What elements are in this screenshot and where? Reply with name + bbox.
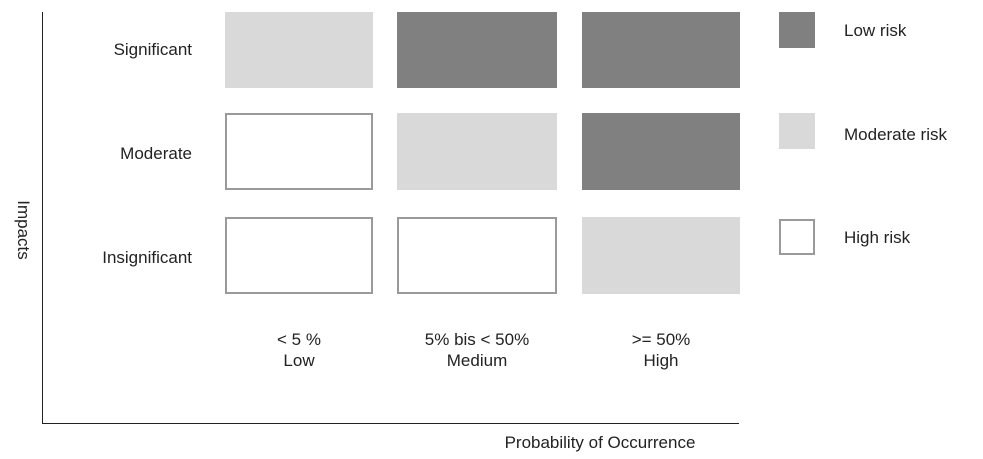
legend-swatch-low-risk	[779, 12, 815, 48]
cell-moderate-high	[582, 113, 740, 190]
legend-label-moderate-risk: Moderate risk	[844, 125, 947, 144]
column-label-high: >= 50% High	[586, 329, 736, 371]
column-label-low-name: Low	[283, 351, 315, 370]
row-label-moderate: Moderate	[120, 144, 192, 163]
column-label-medium: 5% bis < 50% Medium	[402, 329, 552, 371]
column-label-high-name: High	[643, 351, 679, 370]
legend-label-high-risk: High risk	[844, 228, 911, 247]
y-axis-line	[42, 12, 43, 424]
y-axis-title: Impacts	[14, 200, 33, 260]
x-axis-title: Probability of Occurrence	[504, 433, 696, 452]
cell-significant-high	[582, 12, 740, 88]
column-label-low-range: < 5 %	[277, 330, 321, 349]
legend-swatch-high-risk	[779, 219, 815, 255]
row-label-significant: Significant	[113, 40, 192, 59]
column-label-medium-name: Medium	[446, 351, 508, 370]
cell-moderate-low	[225, 113, 373, 190]
cell-insignificant-high	[582, 217, 740, 294]
row-label-insignificant: Insignificant	[102, 248, 192, 267]
column-label-medium-range: 5% bis < 50%	[424, 330, 530, 349]
cell-moderate-medium	[397, 113, 557, 190]
column-label-high-range: >= 50%	[631, 330, 691, 349]
cell-significant-medium	[397, 12, 557, 88]
cell-insignificant-low	[225, 217, 373, 294]
column-label-low: < 5 % Low	[224, 329, 374, 371]
legend-label-low-risk: Low risk	[844, 21, 907, 40]
x-axis-line	[42, 423, 739, 424]
cell-insignificant-medium	[397, 217, 557, 294]
legend-swatch-moderate-risk	[779, 113, 815, 149]
cell-significant-low	[225, 12, 373, 88]
